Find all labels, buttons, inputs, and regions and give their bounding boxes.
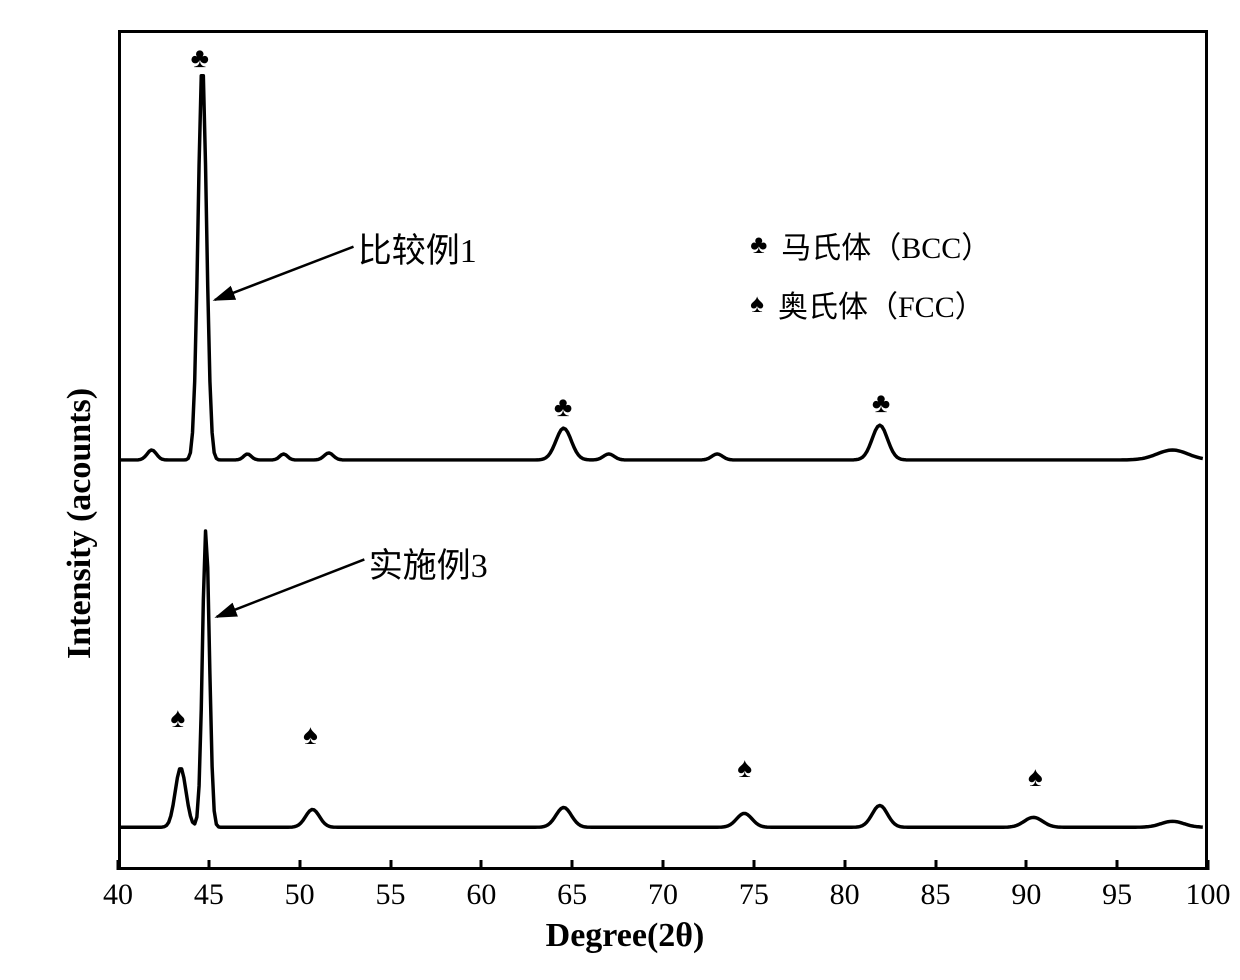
legend-item: ♣ 马氏体（BCC）	[750, 223, 991, 267]
x-tick-label: 60	[466, 878, 496, 912]
x-tick-label: 65	[557, 878, 587, 912]
x-tick	[843, 860, 846, 870]
annotation-bottom: 实施例3	[369, 538, 488, 587]
spade-icon: ♠	[303, 722, 318, 750]
annotation-top: 比较例1	[358, 223, 477, 272]
x-tick	[298, 860, 301, 870]
plot-svg	[121, 33, 1205, 867]
x-tick-label: 45	[194, 878, 224, 912]
legend-label: 奥氏体（FCC）	[778, 282, 985, 326]
x-tick-label: 55	[376, 878, 406, 912]
xrd-chart: Intensity (acounts) 40 45 50 55 60 65 70 75 80 85…	[30, 20, 1220, 960]
legend-item: ♠ 奥氏体（FCC）	[750, 282, 985, 326]
y-axis-label: Intensity (acounts)	[61, 388, 99, 659]
x-tick	[571, 860, 574, 870]
legend-label: 马氏体（BCC）	[781, 223, 991, 267]
x-tick-label: 90	[1011, 878, 1041, 912]
club-icon: ♣	[872, 390, 890, 418]
x-tick	[480, 860, 483, 870]
plot-area	[118, 30, 1208, 870]
x-tick-label: 85	[921, 878, 951, 912]
x-tick	[1116, 860, 1119, 870]
spade-icon: ♠	[171, 705, 186, 733]
trace-top	[121, 76, 1203, 460]
spade-icon: ♠	[737, 755, 752, 783]
club-icon: ♣	[554, 394, 572, 422]
x-axis-label: Degree(2θ)	[546, 917, 705, 955]
x-tick-label: 70	[648, 878, 678, 912]
x-tick-label: 40	[103, 878, 133, 912]
x-tick-label: 80	[830, 878, 860, 912]
x-tick	[117, 860, 120, 870]
x-tick-label: 50	[285, 878, 315, 912]
annotation-arrow	[217, 559, 365, 616]
spade-icon: ♠	[1028, 764, 1043, 792]
club-icon: ♣	[191, 45, 209, 73]
x-tick	[752, 860, 755, 870]
x-tick	[1025, 860, 1028, 870]
x-tick-label: 95	[1102, 878, 1132, 912]
spade-icon: ♠	[750, 291, 764, 317]
x-tick	[207, 860, 210, 870]
x-tick-label: 75	[739, 878, 769, 912]
x-tick	[662, 860, 665, 870]
x-tick-label: 100	[1186, 878, 1231, 912]
x-tick	[389, 860, 392, 870]
x-tick	[934, 860, 937, 870]
club-icon: ♣	[750, 232, 767, 258]
annotation-arrow	[215, 247, 354, 300]
x-tick	[1207, 860, 1210, 870]
